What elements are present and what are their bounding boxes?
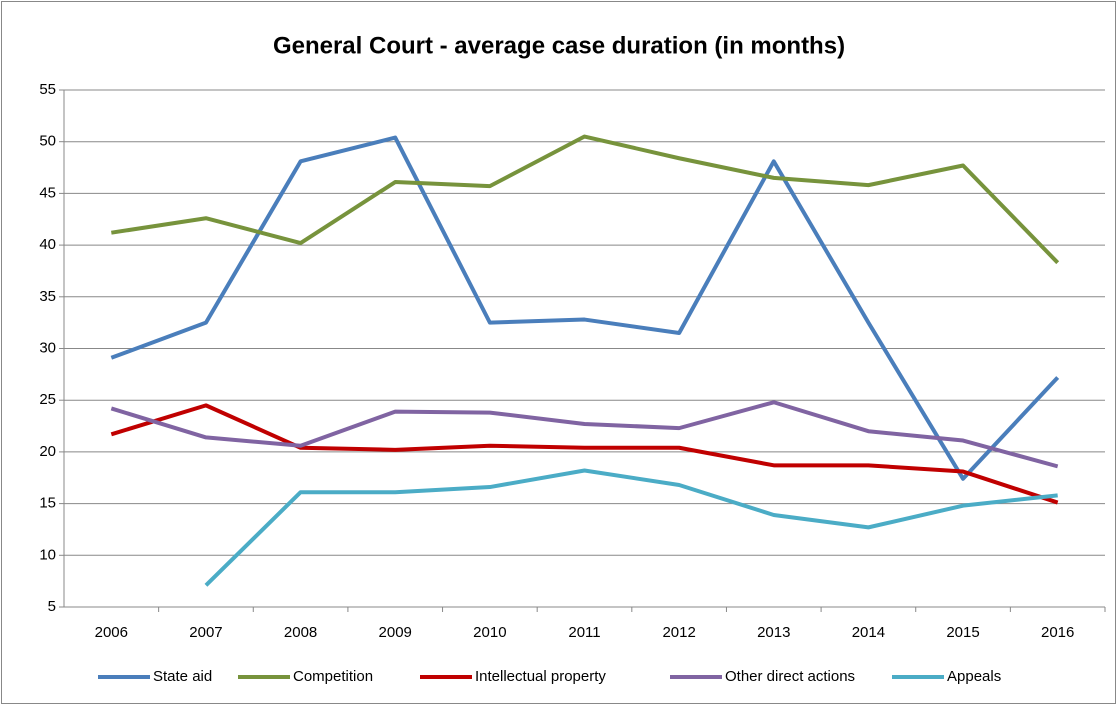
y-tick-label: 50 [39, 133, 56, 150]
y-tick-label: 55 [39, 81, 56, 98]
y-tick-label: 30 [39, 339, 56, 356]
series-line [110, 135, 1060, 481]
legend-label: Appeals [947, 668, 1001, 685]
series-line [110, 403, 1059, 505]
legend-label: Intellectual property [475, 668, 606, 685]
y-tick-label: 40 [39, 236, 56, 253]
x-tick-label: 2015 [946, 624, 979, 641]
x-tick-label: 2014 [852, 624, 885, 641]
x-tick-label: 2009 [379, 624, 412, 641]
x-tick-label: 2016 [1041, 624, 1074, 641]
x-tick-label: 2011 [568, 624, 600, 641]
y-tick-label: 35 [39, 288, 56, 305]
series-line [204, 468, 1058, 587]
x-tick-label: 2007 [189, 624, 222, 641]
x-tick-label: 2006 [95, 624, 128, 641]
y-tick-label: 25 [39, 391, 56, 408]
y-tick-label: 45 [39, 184, 56, 201]
legend-label: Other direct actions [725, 668, 855, 685]
x-tick-label: 2012 [662, 624, 695, 641]
chart-title: General Court - average case duration (i… [273, 32, 845, 59]
y-tick-label: 15 [39, 495, 56, 512]
y-tick-label: 5 [48, 598, 56, 615]
x-tick-label: 2013 [757, 624, 790, 641]
legend-label: State aid [153, 668, 212, 685]
x-tick-label: 2008 [284, 624, 317, 641]
series-line [110, 400, 1059, 469]
legend-label: Competition [293, 668, 373, 685]
series-line [111, 134, 1060, 265]
x-tick-label: 2010 [473, 624, 506, 641]
y-tick-label: 20 [39, 443, 56, 460]
y-tick-label: 10 [39, 546, 56, 563]
